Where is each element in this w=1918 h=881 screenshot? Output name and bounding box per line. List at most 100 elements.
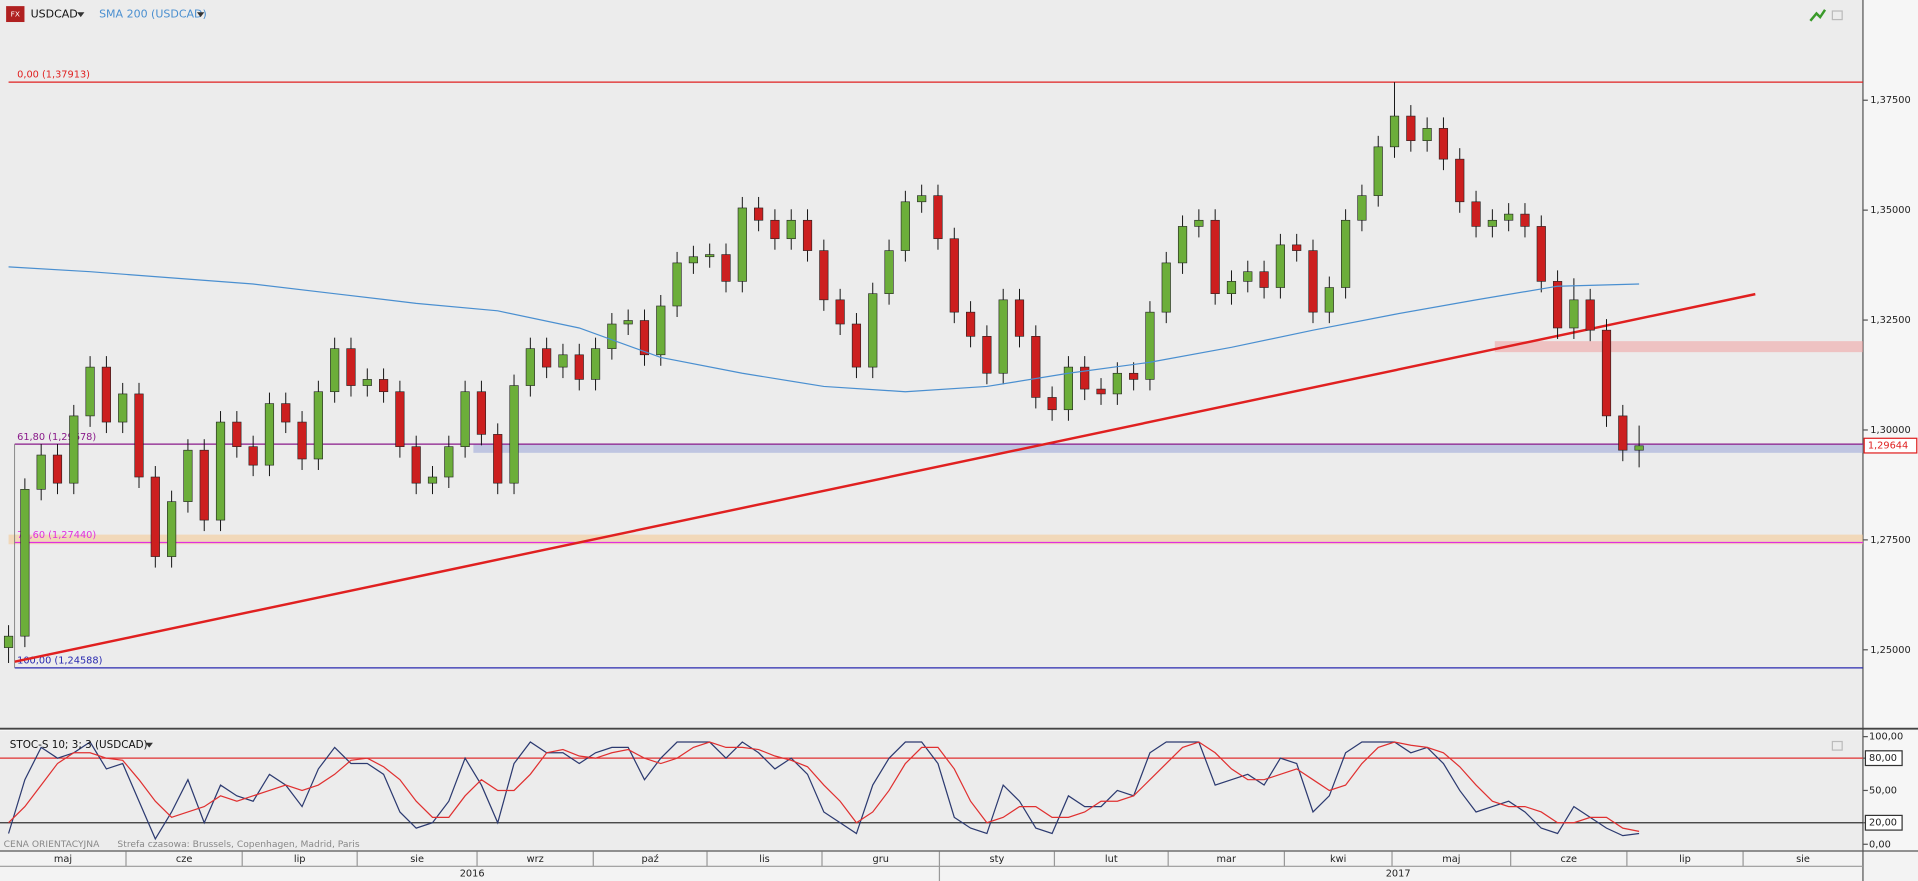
candle-body <box>1471 201 1481 227</box>
month-label: cze <box>1561 854 1578 865</box>
dropdown-arrow[interactable] <box>77 12 85 18</box>
candle-body <box>1259 271 1269 288</box>
candle-body <box>1210 219 1220 294</box>
window-button[interactable] <box>1831 10 1843 21</box>
stoch-title[interactable]: STOC-S 10; 3; 3 (USDCAD) <box>10 739 148 751</box>
y-tick-label: 20,00 <box>1869 818 1897 829</box>
candle-body <box>1308 250 1318 313</box>
candle-body <box>509 385 519 484</box>
level-box <box>1864 814 1903 831</box>
fib-label: 78,60 (1,27440) <box>17 530 96 541</box>
candle-body <box>1504 213 1514 221</box>
candle-body <box>1357 195 1367 221</box>
price-note: CENA ORIENTACYJNA <box>4 839 100 850</box>
candle-body <box>101 366 111 423</box>
zone <box>8 534 1863 545</box>
candle-body <box>1177 226 1188 264</box>
candle-body <box>215 421 226 521</box>
candle-body <box>656 305 666 356</box>
fib-label: 100,00 (1,24588) <box>17 656 102 667</box>
timezone-note: Strefa czasowa: Brussels, Copenhagen, Ma… <box>117 839 359 850</box>
candle-body <box>69 415 79 484</box>
candle-body <box>1112 372 1122 395</box>
y-tick-label: 1,37500 <box>1870 95 1910 106</box>
candle-body <box>1585 299 1595 331</box>
last-price-label: 1,29644 <box>1868 441 1908 452</box>
year-label: 2016 <box>460 869 485 880</box>
month-label: sty <box>990 854 1005 865</box>
candle-body <box>1194 219 1204 227</box>
zone <box>1494 341 1863 353</box>
candle-body <box>705 254 715 258</box>
candle-body <box>167 501 177 557</box>
month-label: sie <box>410 854 424 865</box>
fib-label: 61,80 (1,29678) <box>17 432 96 443</box>
candle-body <box>1145 311 1155 380</box>
y-tick-label: 50,00 <box>1869 785 1897 796</box>
month-label: maj <box>54 854 72 865</box>
candle-body <box>411 446 421 484</box>
window-button[interactable] <box>1831 740 1843 751</box>
candle-body <box>248 446 258 466</box>
month-label: mar <box>1217 854 1237 865</box>
month-label: lut <box>1105 854 1118 865</box>
candle-body <box>607 323 617 349</box>
candle-body <box>623 320 633 325</box>
candle-body <box>721 254 731 282</box>
month-label: cze <box>176 854 193 865</box>
candle-body <box>590 348 601 380</box>
candle-body <box>1341 219 1351 288</box>
candle-body <box>395 391 405 447</box>
month-label: maj <box>1442 854 1460 865</box>
candle-body <box>118 393 128 423</box>
last-price-box <box>1863 437 1918 454</box>
candle-body <box>1389 115 1400 148</box>
y-tick-label: 1,27500 <box>1870 535 1910 546</box>
candle-body <box>1618 415 1628 451</box>
stoch-line <box>7 741 1640 841</box>
year-label: 2017 <box>1386 869 1411 880</box>
candle-body <box>884 250 894 294</box>
candle-body <box>851 323 862 368</box>
candle-body <box>835 299 845 325</box>
trend-icon[interactable] <box>1809 9 1827 22</box>
indicator-title[interactable]: SMA 200 (USDCAD) <box>99 8 207 21</box>
candle-body <box>460 391 470 447</box>
candle-body <box>525 348 535 386</box>
candle-body <box>786 219 796 240</box>
candle-body <box>1096 388 1106 395</box>
price-axis-bg <box>1862 0 1918 851</box>
month-label: lip <box>1679 854 1691 865</box>
y-tick-label: 100,00 <box>1869 732 1903 743</box>
candle-body <box>1243 271 1253 282</box>
candle-body <box>346 348 356 386</box>
dropdown-arrow[interactable] <box>145 742 153 748</box>
candle-body <box>1634 445 1644 451</box>
symbol-title[interactable]: USDCAD <box>31 8 78 21</box>
candle-body <box>965 311 976 337</box>
candle-body <box>264 403 275 466</box>
candle-body <box>1292 244 1302 251</box>
candle-body <box>754 207 764 221</box>
candle-body <box>1601 329 1612 417</box>
candle-body <box>1455 158 1465 203</box>
candle-body <box>313 391 323 460</box>
candle-body <box>933 195 943 240</box>
candle-body <box>1373 146 1383 196</box>
candle-body <box>232 421 242 447</box>
month-label: paź <box>641 853 658 865</box>
candle-body <box>819 250 829 301</box>
candle-body <box>1014 299 1025 337</box>
month-label: kwi <box>1330 854 1346 865</box>
candle-body <box>949 238 959 313</box>
symbol-icon-text: FX <box>11 10 20 19</box>
candle-body <box>1047 397 1057 411</box>
dropdown-arrow[interactable] <box>196 12 205 18</box>
candle-body <box>917 195 927 203</box>
y-tick-label: 1,25000 <box>1870 645 1910 656</box>
candle-body <box>20 489 30 637</box>
candle-body <box>1406 115 1416 141</box>
candle-body <box>476 391 487 435</box>
